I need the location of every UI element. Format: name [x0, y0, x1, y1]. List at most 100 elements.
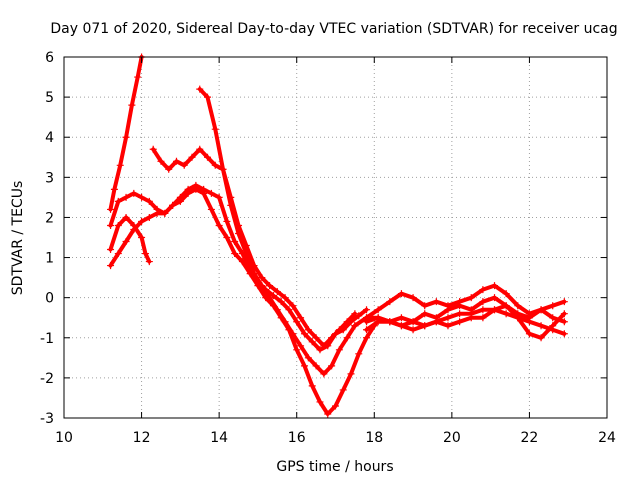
data-point: [207, 189, 215, 197]
data-point: [444, 322, 452, 330]
data-point: [351, 310, 359, 318]
data-point: [409, 294, 417, 302]
data-point: [479, 314, 487, 322]
data-point: [537, 334, 545, 342]
series-trace-6: [196, 85, 359, 350]
data-point: [316, 346, 324, 354]
data-point: [250, 270, 258, 278]
data-point: [196, 85, 204, 93]
x-tick-label: 12: [133, 430, 151, 446]
data-point: [421, 310, 429, 318]
data-point: [281, 318, 289, 326]
data-point: [273, 306, 281, 314]
data-point: [514, 302, 522, 310]
series-trace-5: [149, 145, 359, 378]
data-point: [114, 250, 122, 258]
data-point: [235, 221, 243, 229]
data-point: [300, 330, 308, 338]
data-point: [467, 294, 475, 302]
data-point: [165, 165, 173, 173]
data-point: [537, 306, 545, 314]
data-point: [479, 286, 487, 294]
data-point: [188, 153, 196, 161]
y-tick-label: 5: [45, 90, 54, 106]
data-point: [320, 370, 328, 378]
data-point: [281, 294, 289, 302]
y-tick-label: 6: [45, 50, 54, 66]
data-point: [114, 197, 122, 205]
y-tick-label: 3: [45, 170, 54, 186]
x-tick-label: 22: [521, 430, 539, 446]
data-point: [343, 318, 351, 326]
data-point: [312, 362, 320, 370]
data-point: [149, 145, 157, 153]
series-trace-1: [107, 53, 146, 213]
data-point: [200, 189, 208, 197]
data-point: [479, 298, 487, 306]
data-point: [184, 189, 192, 197]
data-point: [328, 334, 336, 342]
data-point: [386, 298, 394, 306]
data-point: [502, 290, 510, 298]
data-point: [122, 193, 130, 201]
data-point: [444, 306, 452, 314]
data-point: [107, 262, 115, 270]
data-point: [223, 234, 231, 241]
data-point: [560, 310, 568, 318]
data-point: [116, 161, 124, 169]
data-point: [110, 185, 118, 193]
data-point: [525, 330, 533, 338]
data-point: [141, 250, 149, 258]
plot-frame: [63, 56, 608, 419]
data-point: [172, 157, 180, 165]
data-point: [560, 298, 568, 306]
data-point: [409, 326, 417, 334]
data-point: [266, 294, 274, 302]
data-point: [138, 217, 146, 225]
data-point: [560, 318, 568, 326]
data-point: [107, 205, 115, 213]
data-series: [107, 53, 568, 418]
data-point: [107, 246, 115, 254]
data-point: [347, 370, 355, 378]
y-tick-label: 4: [45, 130, 54, 146]
data-point: [128, 101, 136, 109]
data-point: [316, 398, 324, 406]
data-point: [432, 318, 440, 326]
data-point: [432, 298, 440, 306]
data-point: [491, 294, 499, 302]
grid: [64, 57, 607, 418]
data-point: [153, 209, 161, 217]
data-point: [204, 153, 212, 161]
y-tick-label: -2: [40, 371, 54, 387]
data-point: [456, 310, 464, 318]
x-tick-label: 14: [210, 430, 228, 446]
series-trace-10: [363, 306, 568, 338]
data-point: [297, 342, 305, 350]
data-point: [456, 318, 464, 326]
series-trace-2: [107, 213, 153, 266]
y-tick-label: 2: [45, 210, 54, 226]
data-point: [421, 322, 429, 330]
data-point: [355, 350, 363, 358]
data-point: [549, 302, 557, 310]
data-point: [145, 197, 153, 205]
data-point: [467, 310, 475, 318]
data-point: [134, 73, 142, 81]
data-point: [397, 290, 405, 298]
data-point: [355, 312, 363, 320]
data-point: [514, 314, 522, 322]
data-point: [293, 346, 301, 354]
data-point: [122, 133, 130, 141]
y-tick-label: 0: [45, 291, 54, 307]
data-point: [297, 314, 305, 322]
data-point: [258, 274, 266, 282]
data-point: [479, 306, 487, 314]
data-point: [444, 314, 452, 322]
data-point: [343, 334, 351, 342]
data-point: [312, 334, 320, 342]
y-axis-label: SDTVAR / TECUs: [10, 181, 26, 296]
data-point: [300, 362, 308, 370]
